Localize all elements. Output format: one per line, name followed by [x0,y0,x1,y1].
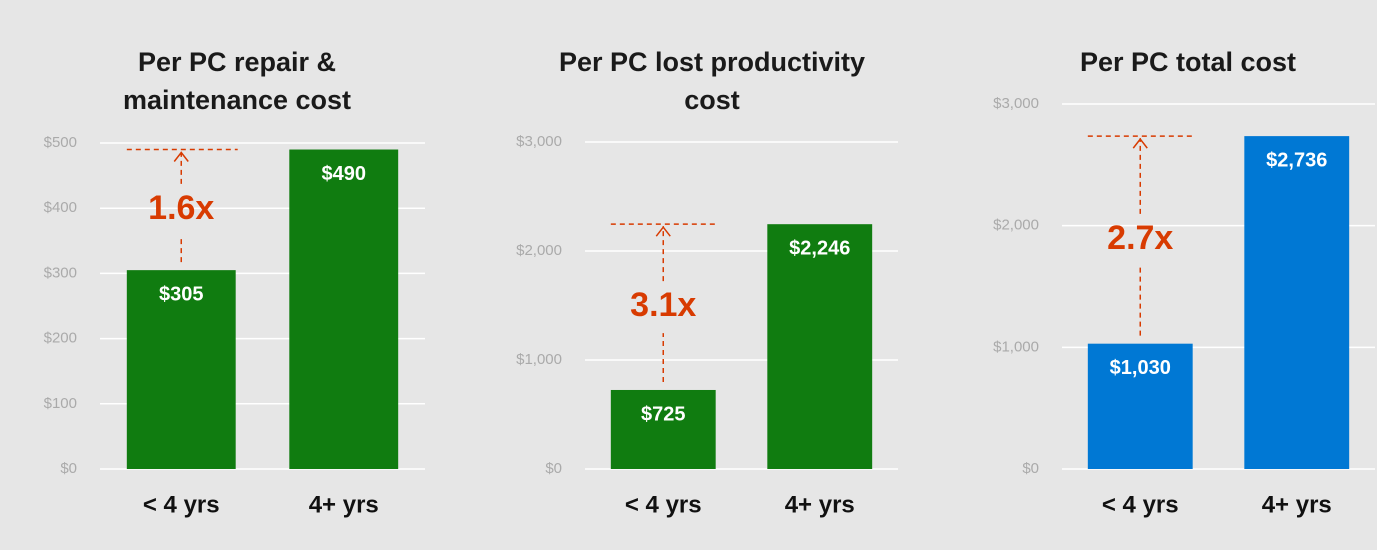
x-tick-label: 4+ yrs [1262,491,1332,518]
y-tick-label: $1,000 [516,351,562,368]
arrow-head [1132,137,1148,149]
y-tick-label: $2,000 [993,217,1039,234]
y-tick-label: $0 [60,460,77,477]
value-label: $2,736 [1266,149,1327,171]
y-tick-label: $2,000 [516,242,562,259]
chart-title: Per PC repair & maintenance cost [122,47,352,115]
y-tick-label: $0 [1022,460,1039,477]
arrow-head [655,225,671,237]
bar [1244,136,1350,469]
annotation: 3.1x [630,286,696,324]
chart-title: Per PC total cost [1079,47,1297,77]
bar [126,270,236,469]
annotation: 1.6x [148,189,214,227]
y-tick-label: $0 [545,460,562,477]
y-tick-label: $500 [44,134,77,151]
x-tick-label: < 4 yrs [143,491,220,518]
chart-title: Per PC lost productivity cost [558,47,866,115]
value-label: $2,246 [789,237,850,259]
y-tick-label: $300 [44,264,77,281]
x-tick-label: 4+ yrs [309,491,379,518]
arrow-head [173,151,189,162]
y-tick-label: $1,000 [993,338,1039,355]
annotation: 2.7x [1107,219,1173,257]
y-tick-label: $400 [44,199,77,216]
y-tick-label: $200 [44,330,77,347]
x-tick-label: < 4 yrs [625,491,702,518]
bar [767,224,873,469]
value-label: $725 [641,403,686,425]
value-label: $490 [322,163,367,185]
x-tick-label: 4+ yrs [785,491,855,518]
y-tick-label: $100 [44,395,77,412]
bar [610,389,716,469]
x-tick-label: < 4 yrs [1102,491,1179,518]
value-label: $1,030 [1110,357,1171,379]
y-tick-label: $3,000 [516,133,562,150]
bar [289,149,399,469]
y-tick-label: $3,000 [993,95,1039,112]
value-label: $305 [159,283,204,305]
bar [1087,343,1193,469]
